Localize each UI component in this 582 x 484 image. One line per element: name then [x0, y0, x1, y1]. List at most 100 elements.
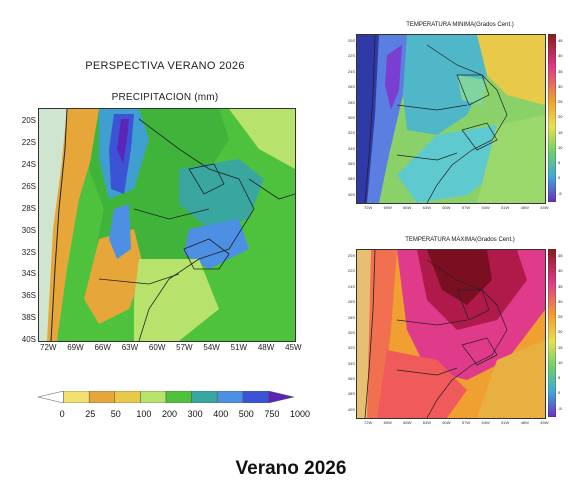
y-tick-label: 38S — [21, 313, 36, 323]
y-tick-label: 30S — [347, 114, 355, 120]
x-tick-label: 66W — [94, 343, 111, 352]
colorbar-label: 40 — [558, 268, 563, 274]
y-tick-label: 20S — [347, 38, 355, 43]
precipitation-map — [38, 108, 296, 342]
colorbar-label: 35 — [558, 68, 563, 74]
y-tick-label: 20S — [347, 253, 355, 258]
footer-caption: Verano 2026 — [235, 458, 347, 479]
tmax-colorbar-graphic — [547, 248, 557, 418]
colorbar-swatch — [191, 390, 218, 404]
tmin-map-y-axis: 20S 22S 24S 26S 28S 30S 32S 34S 36S 38S 40S — [341, 36, 356, 200]
colorbar-swatch — [88, 390, 116, 404]
x-tick-label: 72W — [364, 205, 373, 210]
x-tick-label: 57W — [176, 343, 193, 352]
tmin-colorbar-graphic — [547, 33, 557, 203]
colorbar-swatch — [114, 390, 141, 404]
colorbar-label: 100 — [136, 409, 152, 419]
colorbar-label: 50 — [110, 409, 121, 419]
colorbar-swatch — [37, 390, 64, 404]
x-tick-label: 54W — [481, 420, 490, 425]
x-tick-label: 51W — [501, 205, 510, 210]
colorbar-label: 400 — [213, 409, 229, 419]
y-tick-label: 26S — [21, 181, 36, 191]
x-tick-label: 45W — [540, 420, 549, 425]
x-tick-label: 45W — [285, 343, 302, 352]
y-tick-label: 32S — [347, 345, 355, 351]
colorbar-label: -5 — [558, 405, 562, 411]
y-tick-label: 22S — [21, 137, 36, 147]
x-tick-label: 45W — [540, 205, 549, 210]
x-tick-label: 69W — [383, 420, 392, 425]
colorbar-label: -5 — [558, 190, 562, 196]
tmax-map-title: TEMPERATURA MAXIMA(Grados Cent.) — [405, 237, 515, 243]
colorbar-swatch — [216, 390, 244, 404]
colorbar-label: 10 — [558, 144, 563, 150]
colorbar-label: 0 — [59, 409, 65, 419]
colorbar-swatch — [140, 390, 167, 404]
colorbar-swatch — [242, 390, 269, 404]
x-tick-label: 66W — [403, 420, 412, 425]
tmin-map — [356, 34, 546, 204]
colorbar-swatch — [268, 390, 295, 404]
colorbar-label: 10 — [558, 359, 563, 365]
colorbar-label: 35 — [558, 283, 563, 289]
y-tick-label: 36S — [347, 376, 355, 382]
x-tick-label: 63W — [422, 420, 431, 425]
x-tick-label: 63W — [121, 343, 139, 352]
colorbar-label: 20 — [558, 114, 563, 120]
x-tick-label: 57W — [461, 420, 471, 425]
y-tick-label: 30S — [347, 329, 355, 335]
colorbar-label: 20 — [558, 329, 563, 335]
y-tick-label: 40S — [21, 335, 36, 345]
colorbar-label: 40 — [558, 53, 563, 59]
y-tick-label: 22S — [347, 53, 355, 59]
tmin-map-graphic — [357, 34, 545, 204]
colorbar-label: 15 — [558, 344, 563, 350]
y-tick-label: 40S — [347, 406, 355, 412]
y-tick-label: 32S — [347, 130, 355, 136]
x-tick-label: 60W — [148, 343, 166, 352]
precipitation-colorbar-graphic — [37, 390, 295, 404]
x-tick-label: 54W — [481, 205, 490, 210]
x-tick-label: 72W — [364, 420, 373, 425]
y-tick-label: 20S — [21, 116, 36, 125]
main-map-title: PERSPECTIVA VERANO 2026 — [85, 60, 245, 72]
y-tick-label: 36S — [21, 291, 36, 301]
colorbar-label: 25 — [85, 409, 96, 419]
y-tick-label: 30S — [21, 225, 36, 235]
y-tick-label: 24S — [347, 283, 355, 289]
y-tick-label: 34S — [347, 360, 355, 366]
x-tick-label: 57W — [461, 205, 471, 210]
main-map-y-axis: 20S 22S 24S 26S 28S 30S 32S 34S 36S 38S 40S — [10, 110, 38, 344]
tmin-map-title: TEMPERATURA MINIMA(Grados Cent.) — [406, 22, 514, 28]
y-tick-label: 32S — [21, 247, 36, 257]
y-tick-label: 40S — [347, 191, 355, 197]
tmax-map-y-axis: 20S 22S 24S 26S 28S 30S 32S 34S 36S 38S 40S — [341, 251, 356, 415]
x-tick-label: 48W — [520, 420, 529, 425]
x-tick-label: 66W — [403, 205, 412, 210]
y-tick-label: 28S — [347, 99, 355, 105]
x-tick-label: 51W — [230, 343, 248, 352]
main-map-x-axis: 72W 69W 66W 63W 60W 57W 54W 51W 48W 45W — [38, 343, 308, 355]
x-tick-label: 72W — [40, 343, 57, 352]
tmax-map-x-axis: 72W 69W 66W 63W 60W 57W 54W 51W 48W 45W — [356, 419, 548, 429]
x-tick-label: 60W — [442, 420, 451, 425]
x-tick-label: 54W — [203, 343, 220, 352]
precipitation-colorbar: 0 25 50 100 200 300 400 500 750 1000 — [37, 390, 310, 419]
colorbar-label: 45 — [558, 253, 563, 258]
x-tick-label: 48W — [257, 343, 275, 352]
colorbar-label: 5 — [558, 375, 561, 381]
y-tick-label: 24S — [21, 159, 36, 169]
y-tick-label: 38S — [347, 391, 355, 397]
y-tick-label: 28S — [21, 203, 36, 213]
colorbar-label: 30 — [558, 83, 563, 89]
colorbar-label: 5 — [558, 160, 561, 166]
colorbar-label: 200 — [162, 409, 178, 419]
x-tick-label: 69W — [383, 205, 392, 210]
tmax-colorbar: 45 40 35 30 25 20 15 10 5 0 -5 — [547, 248, 578, 418]
x-tick-label: 63W — [422, 205, 431, 210]
y-tick-label: 26S — [347, 84, 355, 90]
tmax-map — [356, 249, 546, 419]
y-tick-label: 22S — [347, 268, 355, 274]
precipitation-map-graphic — [39, 108, 296, 342]
